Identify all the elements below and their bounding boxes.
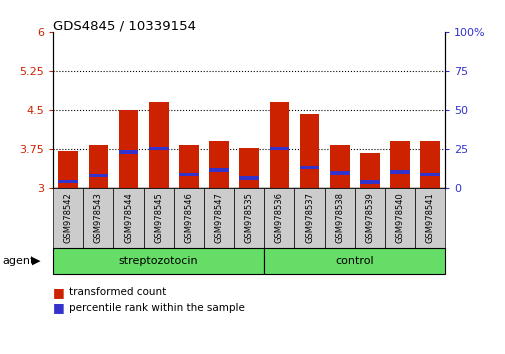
Bar <box>299 114 319 188</box>
Bar <box>113 188 143 248</box>
Bar <box>329 145 349 188</box>
Bar <box>209 169 228 172</box>
Bar <box>420 172 439 176</box>
Bar <box>143 188 173 248</box>
Bar <box>324 188 354 248</box>
Bar <box>420 141 439 188</box>
Text: ■: ■ <box>53 286 65 298</box>
Bar <box>264 248 444 274</box>
Text: ■: ■ <box>53 302 65 314</box>
Bar <box>234 188 264 248</box>
Bar <box>329 171 349 175</box>
Bar <box>173 188 204 248</box>
Text: transformed count: transformed count <box>69 287 166 297</box>
Text: GSM978543: GSM978543 <box>94 192 103 243</box>
Bar <box>119 150 138 154</box>
Text: GSM978545: GSM978545 <box>154 192 163 243</box>
Bar <box>269 147 288 150</box>
Bar <box>294 188 324 248</box>
Bar <box>209 141 228 188</box>
Bar <box>148 147 168 150</box>
Bar <box>53 188 83 248</box>
Text: GSM978541: GSM978541 <box>425 192 434 243</box>
Text: GSM978538: GSM978538 <box>334 192 343 243</box>
Bar <box>83 188 113 248</box>
Bar <box>389 170 409 173</box>
Text: GSM978540: GSM978540 <box>395 192 403 243</box>
Bar <box>179 172 198 176</box>
Bar <box>360 180 379 184</box>
Bar <box>58 180 78 183</box>
Bar <box>384 188 414 248</box>
Bar <box>88 145 108 188</box>
Text: GSM978542: GSM978542 <box>64 192 73 243</box>
Bar <box>88 173 108 177</box>
Bar <box>299 166 319 170</box>
Text: GSM978539: GSM978539 <box>365 192 374 243</box>
Text: GSM978535: GSM978535 <box>244 192 253 243</box>
Text: GSM978544: GSM978544 <box>124 192 133 243</box>
Bar <box>414 188 444 248</box>
Text: ▶: ▶ <box>32 256 40 266</box>
Bar <box>239 176 259 180</box>
Bar <box>58 151 78 188</box>
Text: GSM978537: GSM978537 <box>305 192 314 243</box>
Text: agent: agent <box>3 256 35 266</box>
Text: percentile rank within the sample: percentile rank within the sample <box>69 303 245 313</box>
Bar <box>269 102 288 188</box>
Bar <box>204 188 234 248</box>
Text: GSM978536: GSM978536 <box>274 192 283 243</box>
Text: GSM978547: GSM978547 <box>214 192 223 243</box>
Text: GDS4845 / 10339154: GDS4845 / 10339154 <box>53 19 196 33</box>
Bar <box>239 148 259 188</box>
Text: streptozotocin: streptozotocin <box>119 256 198 266</box>
Bar <box>264 188 294 248</box>
Bar <box>360 153 379 188</box>
Bar <box>389 141 409 188</box>
Bar <box>119 110 138 188</box>
Bar <box>354 188 384 248</box>
Bar <box>53 248 264 274</box>
Bar <box>179 145 198 188</box>
Bar <box>148 102 168 188</box>
Text: GSM978546: GSM978546 <box>184 192 193 243</box>
Text: control: control <box>335 256 373 266</box>
